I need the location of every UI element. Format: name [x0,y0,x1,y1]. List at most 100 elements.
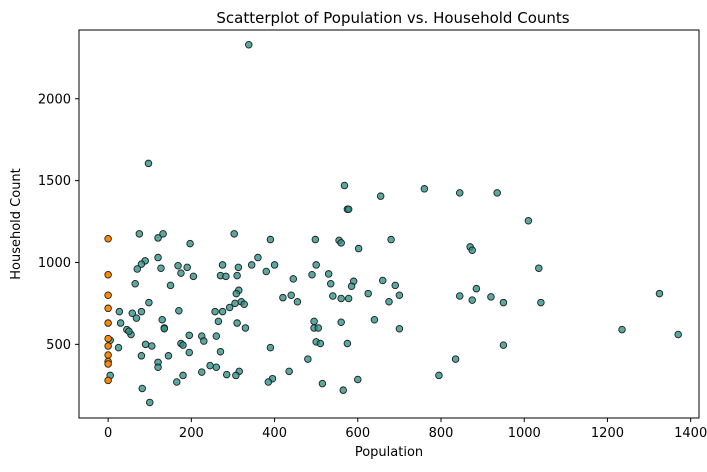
x-axis: 0 200 400 600 800 1000 1200 1400 [104,418,707,441]
scatter-point [379,276,387,285]
scatter-point [240,300,248,308]
scatter-point [233,271,241,280]
scatter-point-highlight [104,319,112,327]
scatter-point [354,375,362,384]
x-tick-label: 1000 [508,426,541,441]
scatter-point [179,371,187,380]
x-tick-label: 800 [429,426,454,441]
scatter-point [145,398,154,407]
scatter-point [289,275,298,283]
x-tick-label: 200 [179,426,204,441]
scatter-point [316,339,325,348]
scatter-point [218,261,227,269]
scatter-point [222,370,231,379]
scatter-point [344,294,353,303]
scatter-point [137,307,146,316]
scatter-point [618,325,626,334]
x-tick-label: 0 [104,426,112,441]
scatter-point [141,340,150,349]
scatter-point [455,292,464,300]
scatter-point [137,352,146,360]
scatter-point [329,292,337,300]
scatter-point [137,260,146,268]
scatter-point-highlight [104,376,112,385]
y-tick-label: 2000 [38,92,71,107]
scatter-point [128,309,137,317]
scatter-point [395,325,404,333]
scatter-point [455,189,464,197]
scatter-point [200,337,208,345]
chart-title: Scatterplot of Population vs. Household … [216,9,569,27]
scatter-point-highlight [104,360,112,368]
scatter-point-highlight [104,271,112,279]
scatter-point [344,205,353,214]
scatter-point [125,327,133,335]
scatter-point [183,263,191,272]
scatter-point [391,281,399,290]
scatter-point [212,363,221,371]
scatter-point [206,361,214,370]
scatter-point [293,298,302,306]
scatter-point [499,298,508,307]
scatter-point-highlight [104,234,112,243]
scatter-point [148,342,156,350]
scatter-point [116,319,125,327]
scatter-point [537,298,545,307]
scatter-point [218,307,227,316]
scatter-point [138,384,146,393]
scatter-point [144,159,153,168]
scatter-point [287,291,295,299]
scatter-point-highlight [104,342,112,350]
scatter-point [212,332,221,340]
scatter-point [175,307,183,315]
scatter-point [655,289,664,298]
scatter-point [339,386,347,394]
y-tick-label: 1500 [38,174,71,189]
scatter-point [324,270,333,278]
scatter-point [211,307,219,316]
scatter-point [158,316,166,324]
scatter-point [435,371,443,380]
scatter-point [185,348,194,357]
scatter-point [337,318,345,326]
scatter-point [154,363,162,371]
scatter-point [241,324,250,332]
scatter-point [311,235,320,244]
scatter-point [385,298,393,306]
scatter-point-highlight [104,334,112,343]
scatter-point [499,341,508,349]
scatter-point [179,341,187,349]
scatter-point [340,181,349,190]
scatter-point [304,355,312,363]
scatter-point [674,330,682,339]
scatter-point [308,271,316,279]
scatter-point [216,347,225,356]
x-tick-label: 1200 [591,426,624,441]
scatter-point [364,289,372,298]
scatter-point [222,272,230,281]
scatter-point [115,307,124,316]
scatter-point [254,253,262,262]
scatter-point [245,40,253,49]
scatter-point [493,189,501,197]
y-axis: 500 1000 1500 2000 [38,92,79,353]
scatter-point [314,324,323,332]
scatter-point [132,314,141,322]
scatter-point [487,293,495,301]
scatter-point [189,272,198,281]
scatter-point [160,325,169,333]
scatter-point [337,239,345,247]
scatter-point [262,267,270,276]
scatter-point [310,317,318,326]
scatter-point-highlight [104,304,112,313]
scatter-point [266,343,275,352]
scatter-point-highlight [104,291,112,299]
scatter-point [347,282,356,290]
x-axis-label: Population [355,445,423,460]
y-tick-label: 1000 [38,256,71,271]
scatter-point [225,303,234,312]
scatter-point [524,216,533,225]
y-tick-label: 500 [46,338,71,353]
scatter-point [232,289,241,298]
